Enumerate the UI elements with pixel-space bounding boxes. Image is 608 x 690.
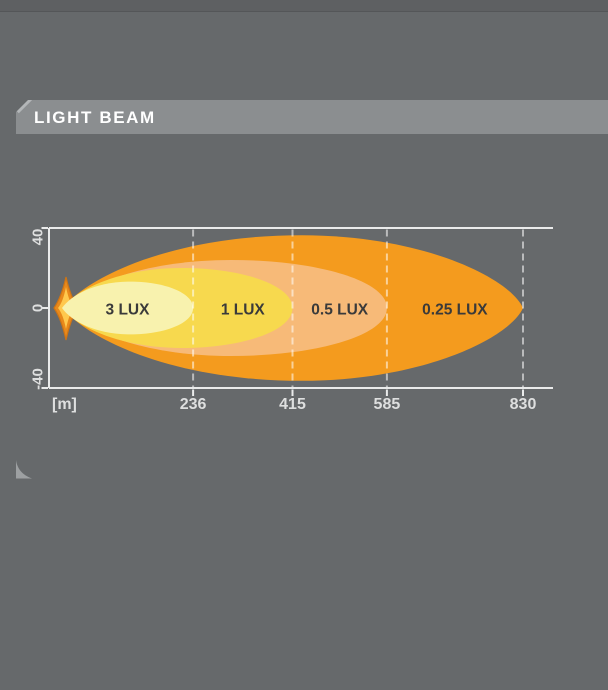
axis-frame xyxy=(48,227,553,389)
x-tick-label-830m: 830 xyxy=(510,396,537,413)
zone-label-0_25-lux: 0.25 LUX xyxy=(422,302,488,319)
beam-zone-3-lux xyxy=(62,281,194,335)
y-tick-label-40: 40 xyxy=(30,229,47,246)
top-strip xyxy=(0,0,608,12)
zone-label-3-lux: 3 LUX xyxy=(106,302,151,319)
zone-label-0_5-lux: 0.5 LUX xyxy=(311,302,369,319)
x-tick-label-415m: 415 xyxy=(279,396,306,413)
page-curl-decoration xyxy=(16,460,32,479)
x-tick-label-236m: 236 xyxy=(180,396,207,413)
y-tick-label-0: 0 xyxy=(30,304,47,312)
x-tick-label-585m: 585 xyxy=(374,396,401,413)
light-beam-chart: 236 415 585 830 40 0 -40 [m] 3 LUX 1 LUX 0.5 LUX 0.… xyxy=(30,227,553,413)
x-axis-unit-label: [m] xyxy=(52,396,77,413)
section-title: LIGHT BEAM xyxy=(34,108,156,127)
zone-label-1-lux: 1 LUX xyxy=(221,302,266,319)
section-header-bar: LIGHT BEAM xyxy=(16,100,608,134)
y-tick-label--40: -40 xyxy=(30,368,47,390)
